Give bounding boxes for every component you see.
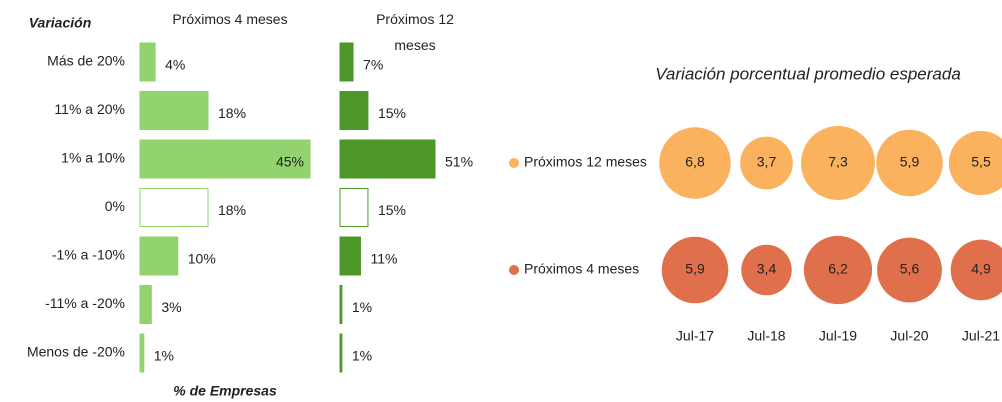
value-label: 18% [218,105,246,121]
y-tick-label: 1% a 10% [61,150,125,166]
x-tick-label: Jul-17 [676,328,714,344]
series-name: Próximos 12 meses [376,11,454,53]
x-tick-label: Jul-19 [819,328,857,344]
value-label: 1% [352,299,372,315]
bubble [803,235,873,305]
bubble-label: 3,4 [757,261,777,277]
bubble [950,239,1002,301]
y-axis-title: Variación [29,15,92,31]
bubble-label: 3,7 [757,154,777,170]
x-tick-label: Jul-20 [890,328,928,344]
bar [339,91,369,130]
value-label: 45% [276,154,304,170]
bubble-label: 5,6 [900,261,920,277]
value-label: 11% [370,251,397,267]
bar [339,236,361,276]
x-tick-label: Jul-18 [747,328,785,344]
chart-title: Variación porcentual promedio esperada [655,64,961,83]
bubble-label: 5,5 [971,154,991,170]
value-label: 7% [363,57,383,73]
legend-marker [509,158,519,168]
bar [139,236,179,276]
bubble [876,129,943,197]
bar [139,285,152,324]
bubble-label: 6,2 [828,261,848,277]
bubble-label: 5,9 [900,154,920,170]
y-tick-label: 0% [105,198,125,214]
bar [339,42,354,82]
y-tick-label: Menos de -20% [27,344,125,360]
bubble-label: 5,9 [685,261,705,277]
bar [139,188,209,227]
panel-header: Próximos 12 meses [376,11,454,53]
bubble [877,237,942,303]
bubble [661,236,729,304]
series-name: Próximos 4 meses [172,11,288,27]
bar [139,139,311,179]
bubble-label: 6,8 [685,154,705,170]
bubble-label: 4,9 [971,261,991,277]
legend-label: Próximos 4 meses [524,261,639,277]
x-axis-title: % de Empresas [173,383,277,399]
bar [339,188,369,227]
bar [139,91,209,130]
x-tick-label: Jul-21 [962,328,1000,344]
y-tick-label: -1% a -10% [52,247,125,263]
legend-marker [509,265,519,275]
value-label: 1% [352,348,372,364]
y-tick-label: Más de 20% [47,53,125,69]
bar [339,285,343,324]
value-label: 15% [378,202,406,218]
bubble [801,126,875,200]
bubble [740,136,793,190]
value-label: 10% [188,251,216,267]
bubble [659,127,731,199]
value-label: 51% [445,154,473,170]
legend-label: Próximos 12 meses [524,154,647,170]
bubble [948,130,1002,196]
value-label: 4% [165,57,185,73]
bar [139,333,145,373]
value-label: 1% [154,348,174,364]
bar [139,42,156,82]
value-label: 18% [218,202,246,218]
value-label: 3% [161,299,181,315]
y-tick-label: -11% a -20% [45,295,125,311]
bar [339,333,343,373]
bar [339,139,436,179]
panel-header: Próximos 4 meses [172,11,288,27]
y-tick-label: 11% a 20% [54,101,125,117]
bubble-label: 7,3 [828,154,848,170]
value-label: 15% [378,105,406,121]
bubble [741,244,792,296]
